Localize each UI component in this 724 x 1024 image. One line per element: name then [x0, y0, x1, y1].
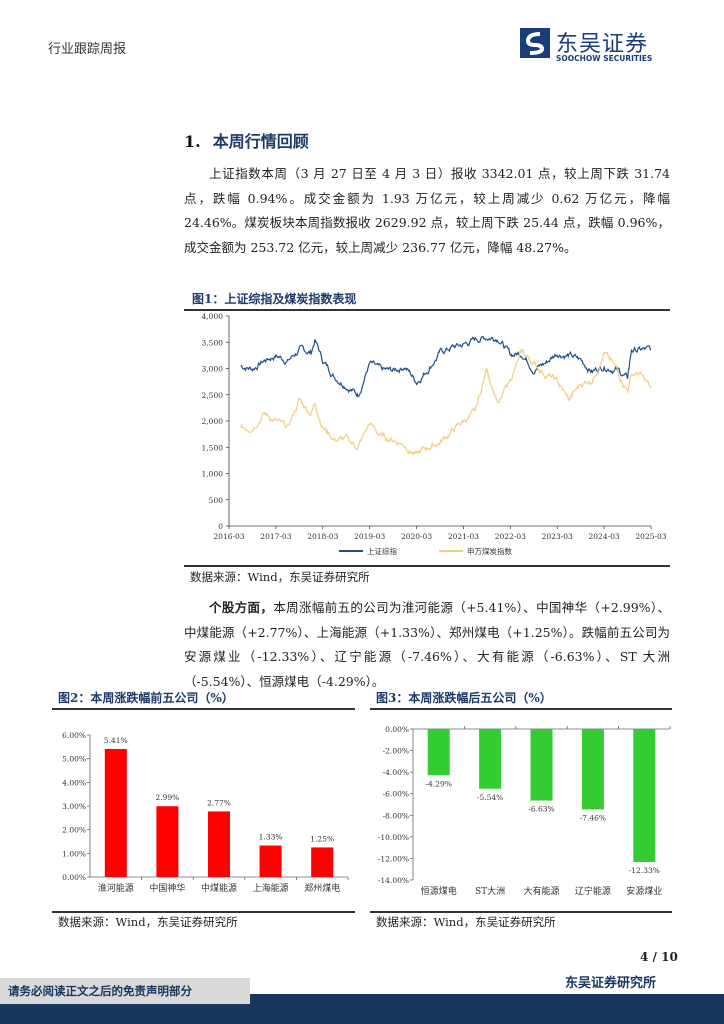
- series-line-1: [240, 348, 652, 456]
- x-tick-label: 2016-03: [213, 532, 244, 541]
- y-tick-label: -12.00%: [378, 854, 409, 863]
- x-tick-label: 2017-03: [260, 532, 291, 541]
- y-tick-label: -2.00%: [383, 747, 409, 756]
- fig3-source: 数据来源：Wind，东吴证券研究所: [376, 915, 556, 929]
- fig1-line-chart: 0 500 1,000 1,500 2,000 2,500 3,000 3,500 4,000 2…: [202, 312, 667, 556]
- section-number: 1.: [184, 132, 201, 151]
- series-line-0: [240, 335, 652, 398]
- y-tick-label: 1,000: [202, 470, 224, 479]
- fig2-bottom-rule: [52, 911, 355, 913]
- fig1-top-rule: [184, 309, 670, 311]
- y-tick-label: 5.00%: [62, 755, 86, 764]
- y-tick-label: 2,500: [202, 391, 224, 400]
- bar-0: [427, 729, 450, 776]
- bar-3: [259, 845, 282, 877]
- data-label: -6.63%: [528, 805, 554, 814]
- y-tick-label: 1.00%: [62, 849, 86, 858]
- x-tick-label: 2019-03: [354, 532, 385, 541]
- bar-1: [479, 729, 502, 789]
- bar-2: [208, 811, 230, 877]
- y-tick-label: -8.00%: [383, 811, 409, 820]
- fig2-top-rule: [52, 708, 355, 710]
- fig3-bottom-rule: [370, 911, 672, 913]
- fig1-bottom-rule: [184, 565, 670, 567]
- fig3-bar-chart: 0.00% -2.00% -4.00% -6.00% -8.00% -10.00% -12.…: [378, 725, 671, 897]
- x-tick-label: 2022-03: [495, 532, 526, 541]
- category-label: 淮河能源: [98, 882, 134, 894]
- fig1-title: 图1：上证综指及煤炭指数表现: [192, 292, 357, 306]
- y-tick-label: 1,500: [202, 443, 224, 452]
- logo-en: SOOCHOW SECURITIES: [556, 54, 653, 63]
- section-title: 1. 本周行情回顾: [184, 128, 309, 152]
- data-label: 1.25%: [310, 834, 334, 843]
- y-tick-label: 2.00%: [62, 826, 86, 835]
- y-tick-label: 3,500: [202, 338, 224, 347]
- data-label: 1.33%: [259, 833, 283, 842]
- fig1-source: 数据来源：Wind，东吴证券研究所: [190, 570, 370, 584]
- stocks-body: 本周涨幅前五的公司为淮河能源（+5.41%）、中国神华（+2.99%）、中煤能源…: [184, 600, 670, 689]
- category-label: 安源煤业: [626, 885, 662, 897]
- bar-4: [311, 847, 334, 877]
- bar-2: [530, 729, 553, 801]
- market-review-paragraph: 上证指数本周（3 月 27 日至 4 月 3 日）报收 3342.01 点，较上…: [184, 166, 670, 255]
- data-label: -7.46%: [580, 813, 606, 822]
- data-label: 2.99%: [155, 793, 179, 802]
- y-tick-label: -10.00%: [378, 833, 409, 842]
- fig2-title: 图2：本周涨跌幅前五公司（%）: [58, 691, 234, 705]
- category-label: 中煤能源: [201, 882, 237, 894]
- bar-3: [581, 729, 604, 810]
- data-label: -12.33%: [629, 866, 660, 875]
- x-tick-label: 2025-03: [635, 532, 666, 541]
- y-tick-label: 6.00%: [62, 731, 86, 740]
- legend-label-1: 申万煤炭指数: [467, 546, 512, 556]
- legend-label-0: 上证综指: [367, 546, 397, 556]
- bar-1: [156, 806, 179, 877]
- category-label: ST大洲: [475, 885, 505, 897]
- x-tick-label: 2024-03: [589, 532, 620, 541]
- company-logo: 东吴证券 SOOCHOW SECURITIES: [520, 26, 680, 68]
- category-label: 郑州煤电: [304, 882, 340, 894]
- logo-cn: 东吴证券: [556, 32, 649, 57]
- x-tick-label: 2023-03: [542, 532, 573, 541]
- data-label: -4.29%: [426, 779, 452, 788]
- page-number: 4 / 10: [640, 950, 678, 964]
- x-tick-label: 2021-03: [448, 532, 479, 541]
- y-tick-label: -14.00%: [378, 876, 409, 885]
- y-tick-label: -4.00%: [383, 768, 409, 777]
- category-label: 上海能源: [253, 882, 289, 894]
- fig3-top-rule: [370, 708, 672, 710]
- report-type: 行业跟踪周报: [48, 42, 127, 57]
- y-tick-label: 0.00%: [385, 725, 409, 734]
- y-tick-label: -6.00%: [383, 790, 409, 799]
- y-tick-label: 2,000: [202, 417, 224, 426]
- data-label: -5.54%: [477, 793, 503, 802]
- footer-org: 东吴证券研究所: [565, 976, 657, 991]
- logo-mark-icon: [520, 28, 550, 58]
- y-tick-label: 4,000: [202, 312, 224, 321]
- y-tick-label: 3,000: [202, 365, 224, 374]
- stocks-lead: 个股方面，: [209, 600, 274, 615]
- x-tick-label: 2018-03: [307, 532, 338, 541]
- disclaimer-note: 请务必阅读正文之后的免责声明部分: [0, 978, 250, 1004]
- category-label: 辽宁能源: [575, 885, 611, 897]
- y-tick-label: 0.00%: [62, 873, 86, 882]
- fig2-bar-chart: 0.00% 1.00% 2.00% 3.00% 4.00% 5.00% 6.00% 5.41%…: [62, 731, 349, 894]
- data-label: 2.77%: [207, 798, 231, 807]
- section-title-text: 本周行情回顾: [212, 132, 309, 151]
- data-label: 5.41%: [104, 736, 128, 745]
- bar-4: [633, 729, 656, 862]
- y-tick-label: 500: [209, 496, 224, 505]
- category-label: 大有能源: [523, 885, 559, 897]
- category-label: 恒源煤电: [421, 885, 457, 897]
- stocks-paragraph: 个股方面，本周涨幅前五的公司为淮河能源（+5.41%）、中国神华（+2.99%）…: [184, 596, 670, 694]
- fig3-title: 图3：本周涨跌幅后五公司（%）: [376, 691, 552, 705]
- y-tick-label: 0: [218, 522, 223, 531]
- x-tick-label: 2020-03: [401, 532, 432, 541]
- category-label: 中国神华: [149, 882, 185, 894]
- fig2-source: 数据来源：Wind，东吴证券研究所: [58, 915, 238, 929]
- y-tick-label: 4.00%: [62, 778, 86, 787]
- bar-0: [104, 748, 127, 877]
- y-tick-label: 3.00%: [62, 802, 86, 811]
